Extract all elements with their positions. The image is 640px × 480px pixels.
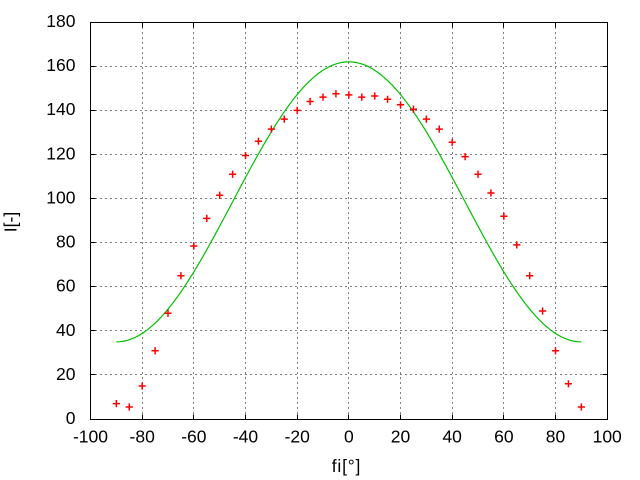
svg-text:100: 100 <box>46 187 75 207</box>
svg-text:40: 40 <box>56 320 76 340</box>
svg-text:80: 80 <box>546 427 566 447</box>
svg-text:0: 0 <box>66 408 76 428</box>
svg-text:140: 140 <box>46 99 75 119</box>
svg-text:40: 40 <box>442 427 462 447</box>
svg-text:-100: -100 <box>73 427 108 447</box>
svg-text:60: 60 <box>494 427 514 447</box>
svg-text:160: 160 <box>46 55 75 75</box>
svg-text:100: 100 <box>593 427 622 447</box>
svg-text:0: 0 <box>344 427 354 447</box>
svg-text:fi[°]: fi[°] <box>332 456 361 476</box>
svg-text:120: 120 <box>46 143 75 163</box>
svg-text:20: 20 <box>391 427 411 447</box>
svg-text:-40: -40 <box>233 427 259 447</box>
svg-text:-60: -60 <box>181 427 207 447</box>
svg-text:-20: -20 <box>285 427 311 447</box>
svg-text:I[-]: I[-] <box>1 212 21 232</box>
svg-text:20: 20 <box>56 364 76 384</box>
svg-text:180: 180 <box>46 11 75 31</box>
svg-text:60: 60 <box>56 276 76 296</box>
svg-text:-80: -80 <box>130 427 156 447</box>
svg-text:80: 80 <box>56 232 76 252</box>
